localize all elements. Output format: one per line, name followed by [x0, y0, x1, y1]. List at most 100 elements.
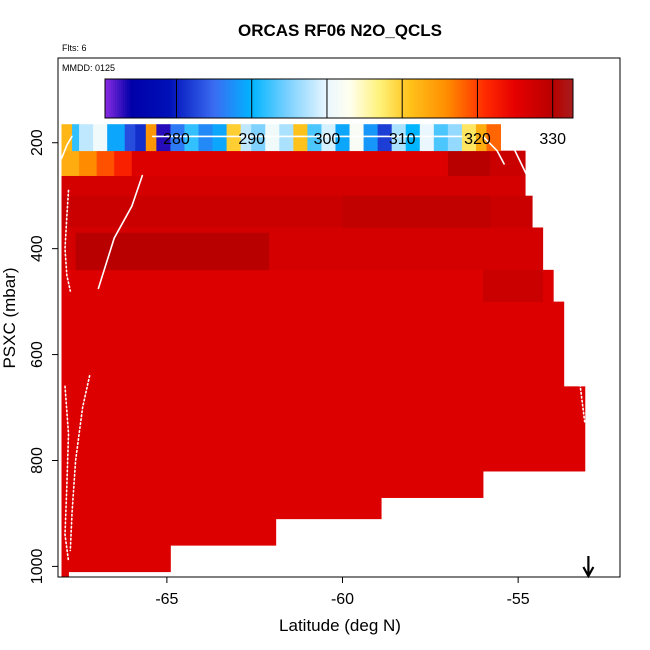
colorbar-swatch [215, 79, 218, 118]
x-axis-label: Latitude (deg N) [279, 616, 401, 635]
colorbar-swatch [345, 79, 348, 118]
colorbar-swatch [239, 79, 242, 118]
colorbar-swatch [115, 79, 118, 118]
colorbar-swatch [271, 79, 274, 118]
colorbar-swatch [397, 79, 400, 118]
data-cell [240, 124, 252, 152]
colorbar-swatch [331, 79, 334, 118]
colorbar-swatch [141, 79, 144, 118]
colorbar-swatch [393, 79, 396, 118]
data-cell [61, 471, 484, 498]
colorbar-swatch [477, 79, 480, 118]
data-cell [433, 124, 449, 152]
data-cell [475, 124, 487, 152]
colorbar-swatch [567, 79, 570, 118]
colorbar-swatch [275, 79, 278, 118]
colorbar-swatch [485, 79, 488, 118]
colorbar-swatch [245, 79, 248, 118]
colorbar-swatch [347, 79, 350, 118]
data-cell [363, 124, 379, 152]
colorbar-swatch [349, 79, 352, 118]
flight-track-profile-west-a [64, 189, 72, 292]
colorbar-swatch [177, 79, 180, 118]
colorbar-swatch [221, 79, 224, 118]
colorbar-swatch [199, 79, 202, 118]
colorbar-swatch [213, 79, 216, 118]
data-cell [307, 124, 322, 152]
colorbar-swatch [417, 79, 420, 118]
colorbar-swatch [353, 79, 356, 118]
colorbar-swatch [509, 79, 512, 118]
colorbar-swatch [395, 79, 398, 118]
colorbar-swatch [333, 79, 336, 118]
colorbar-swatch [121, 79, 124, 118]
colorbar-swatch [539, 79, 542, 118]
data-cell [198, 124, 213, 152]
colorbar-swatch [197, 79, 200, 118]
colorbar-tick-label: 300 [314, 131, 341, 148]
colorbar-swatch [153, 79, 156, 118]
colorbar-swatch [517, 79, 520, 118]
colorbar-swatch [431, 79, 434, 118]
x-tick-label: -65 [155, 591, 178, 608]
colorbar-swatch [557, 79, 560, 118]
colorbar-swatch [319, 79, 322, 118]
colorbar-swatch [505, 79, 508, 118]
data-cell [342, 195, 491, 228]
colorbar-swatch [519, 79, 522, 118]
colorbar-swatch [465, 79, 468, 118]
colorbar-swatch [547, 79, 550, 118]
colorbar-swatch [191, 79, 194, 118]
colorbar-swatch [107, 79, 110, 118]
colorbar-swatch [297, 79, 300, 118]
data-cell [447, 150, 491, 176]
axes: -65 -60 -55 200 400 600 800 1000 [29, 57, 621, 608]
colorbar-border [104, 78, 574, 119]
colorbar-swatch [193, 79, 196, 118]
colorbar-swatch [229, 79, 232, 118]
data-cell [483, 269, 544, 303]
colorbar-swatch [187, 79, 190, 118]
data-cell [419, 124, 435, 152]
colorbar-swatch [155, 79, 158, 118]
colorbar-swatch [253, 79, 256, 118]
colorbar-swatch [305, 79, 308, 118]
colorbar-swatch [377, 79, 380, 118]
colorbar-swatch [129, 79, 132, 118]
colorbar-swatch [523, 79, 526, 118]
colorbar-swatch [447, 79, 450, 118]
colorbar-swatch [515, 79, 518, 118]
colorbar-swatch [337, 79, 340, 118]
colorbar-swatch [255, 79, 258, 118]
date-note: MMDD: 0125 [62, 63, 115, 73]
colorbar-swatch [479, 79, 482, 118]
colorbar-swatch [411, 79, 414, 118]
colorbar-swatch [203, 79, 206, 118]
data-cell [391, 124, 407, 152]
colorbar-swatch [355, 79, 358, 118]
colorbar-swatch [437, 79, 440, 118]
colorbar-swatch [301, 79, 304, 118]
colorbar-swatch [371, 79, 374, 118]
colorbar-swatch [433, 79, 436, 118]
data-cell [79, 150, 98, 176]
data-cell [61, 518, 277, 546]
colorbar-swatch [321, 79, 324, 118]
colorbar-swatch [109, 79, 112, 118]
data-cell [490, 150, 526, 176]
colorbar-swatch [225, 79, 228, 118]
colorbar-swatch [535, 79, 538, 118]
colorbar-swatch [379, 79, 382, 118]
colorbar-swatch [473, 79, 476, 118]
data-cell [61, 386, 586, 472]
colorbar-swatch [341, 79, 344, 118]
colorbar-swatch [209, 79, 212, 118]
data-cell [61, 269, 554, 303]
colorbar-swatch [449, 79, 452, 118]
colorbar-swatch [323, 79, 326, 118]
colorbar-swatch [525, 79, 528, 118]
colorbar-swatch [339, 79, 342, 118]
colorbar-swatch [219, 79, 222, 118]
chart-title: ORCAS RF06 N2O_QCLS [238, 21, 442, 40]
colorbar-swatch [299, 79, 302, 118]
